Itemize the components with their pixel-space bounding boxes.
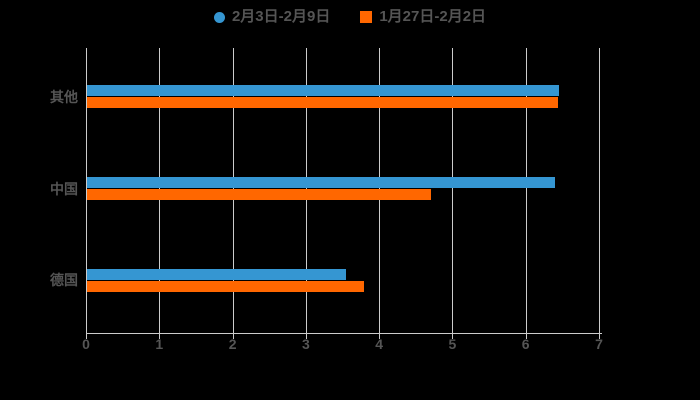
- x-axis-tick-1: [159, 334, 161, 339]
- category-label-0: 其他: [50, 88, 78, 105]
- category-label-2: 德国: [50, 272, 78, 288]
- bar-1月27日-2月2日-中国: [87, 189, 431, 200]
- legend-item-series2[interactable]: 1月27日-2月2日: [360, 5, 486, 29]
- bar-1月27日-2月2日-德国: [87, 280, 364, 292]
- x-tick-label-1: 1: [155, 336, 164, 352]
- x-axis-tick-2: [232, 334, 234, 339]
- bar-2月3日-2月9日-中国: [87, 177, 555, 188]
- gridline-x-5: [452, 48, 454, 333]
- x-tick-label-6: 6: [521, 336, 530, 352]
- x-tick-label-3: 3: [301, 336, 310, 352]
- x-tick-label-0: 0: [82, 336, 90, 352]
- x-axis-tick-6: [525, 334, 527, 339]
- x-tick-label-2: 2: [228, 336, 237, 352]
- series2-square-icon: [360, 11, 373, 23]
- x-tick-label-5: 5: [448, 336, 457, 352]
- bar-1月27日-2月2日-其他: [87, 97, 558, 108]
- x-axis-tick-5: [452, 334, 454, 339]
- category-label-1: 中国: [50, 180, 78, 197]
- x-tick-label-7: 7: [595, 336, 603, 352]
- x-tick-label-4: 4: [375, 336, 383, 352]
- bar-2月3日-2月9日-德国: [87, 268, 346, 280]
- x-axis-tick-4: [379, 334, 381, 339]
- gridline-x-7: [599, 48, 600, 333]
- gridline-x-0: [86, 48, 87, 333]
- legend-item-series1[interactable]: 2月3日-2月9日: [213, 5, 331, 29]
- legend-label-series2: 1月27日-2月2日: [379, 8, 487, 25]
- series1-circle-icon: [213, 11, 225, 23]
- x-axis-tick-3: [305, 334, 307, 339]
- gridline-x-6: [525, 48, 527, 333]
- chart-legend: 2月3日-2月9日 1月27日-2月2日: [0, 5, 700, 29]
- x-axis-tick-7: [599, 334, 600, 339]
- x-axis-line: [86, 333, 602, 334]
- bar-2月3日-2月9日-其他: [87, 85, 559, 96]
- x-axis-tick-0: [86, 334, 87, 339]
- legend-label-series1: 2月3日-2月9日: [231, 8, 331, 25]
